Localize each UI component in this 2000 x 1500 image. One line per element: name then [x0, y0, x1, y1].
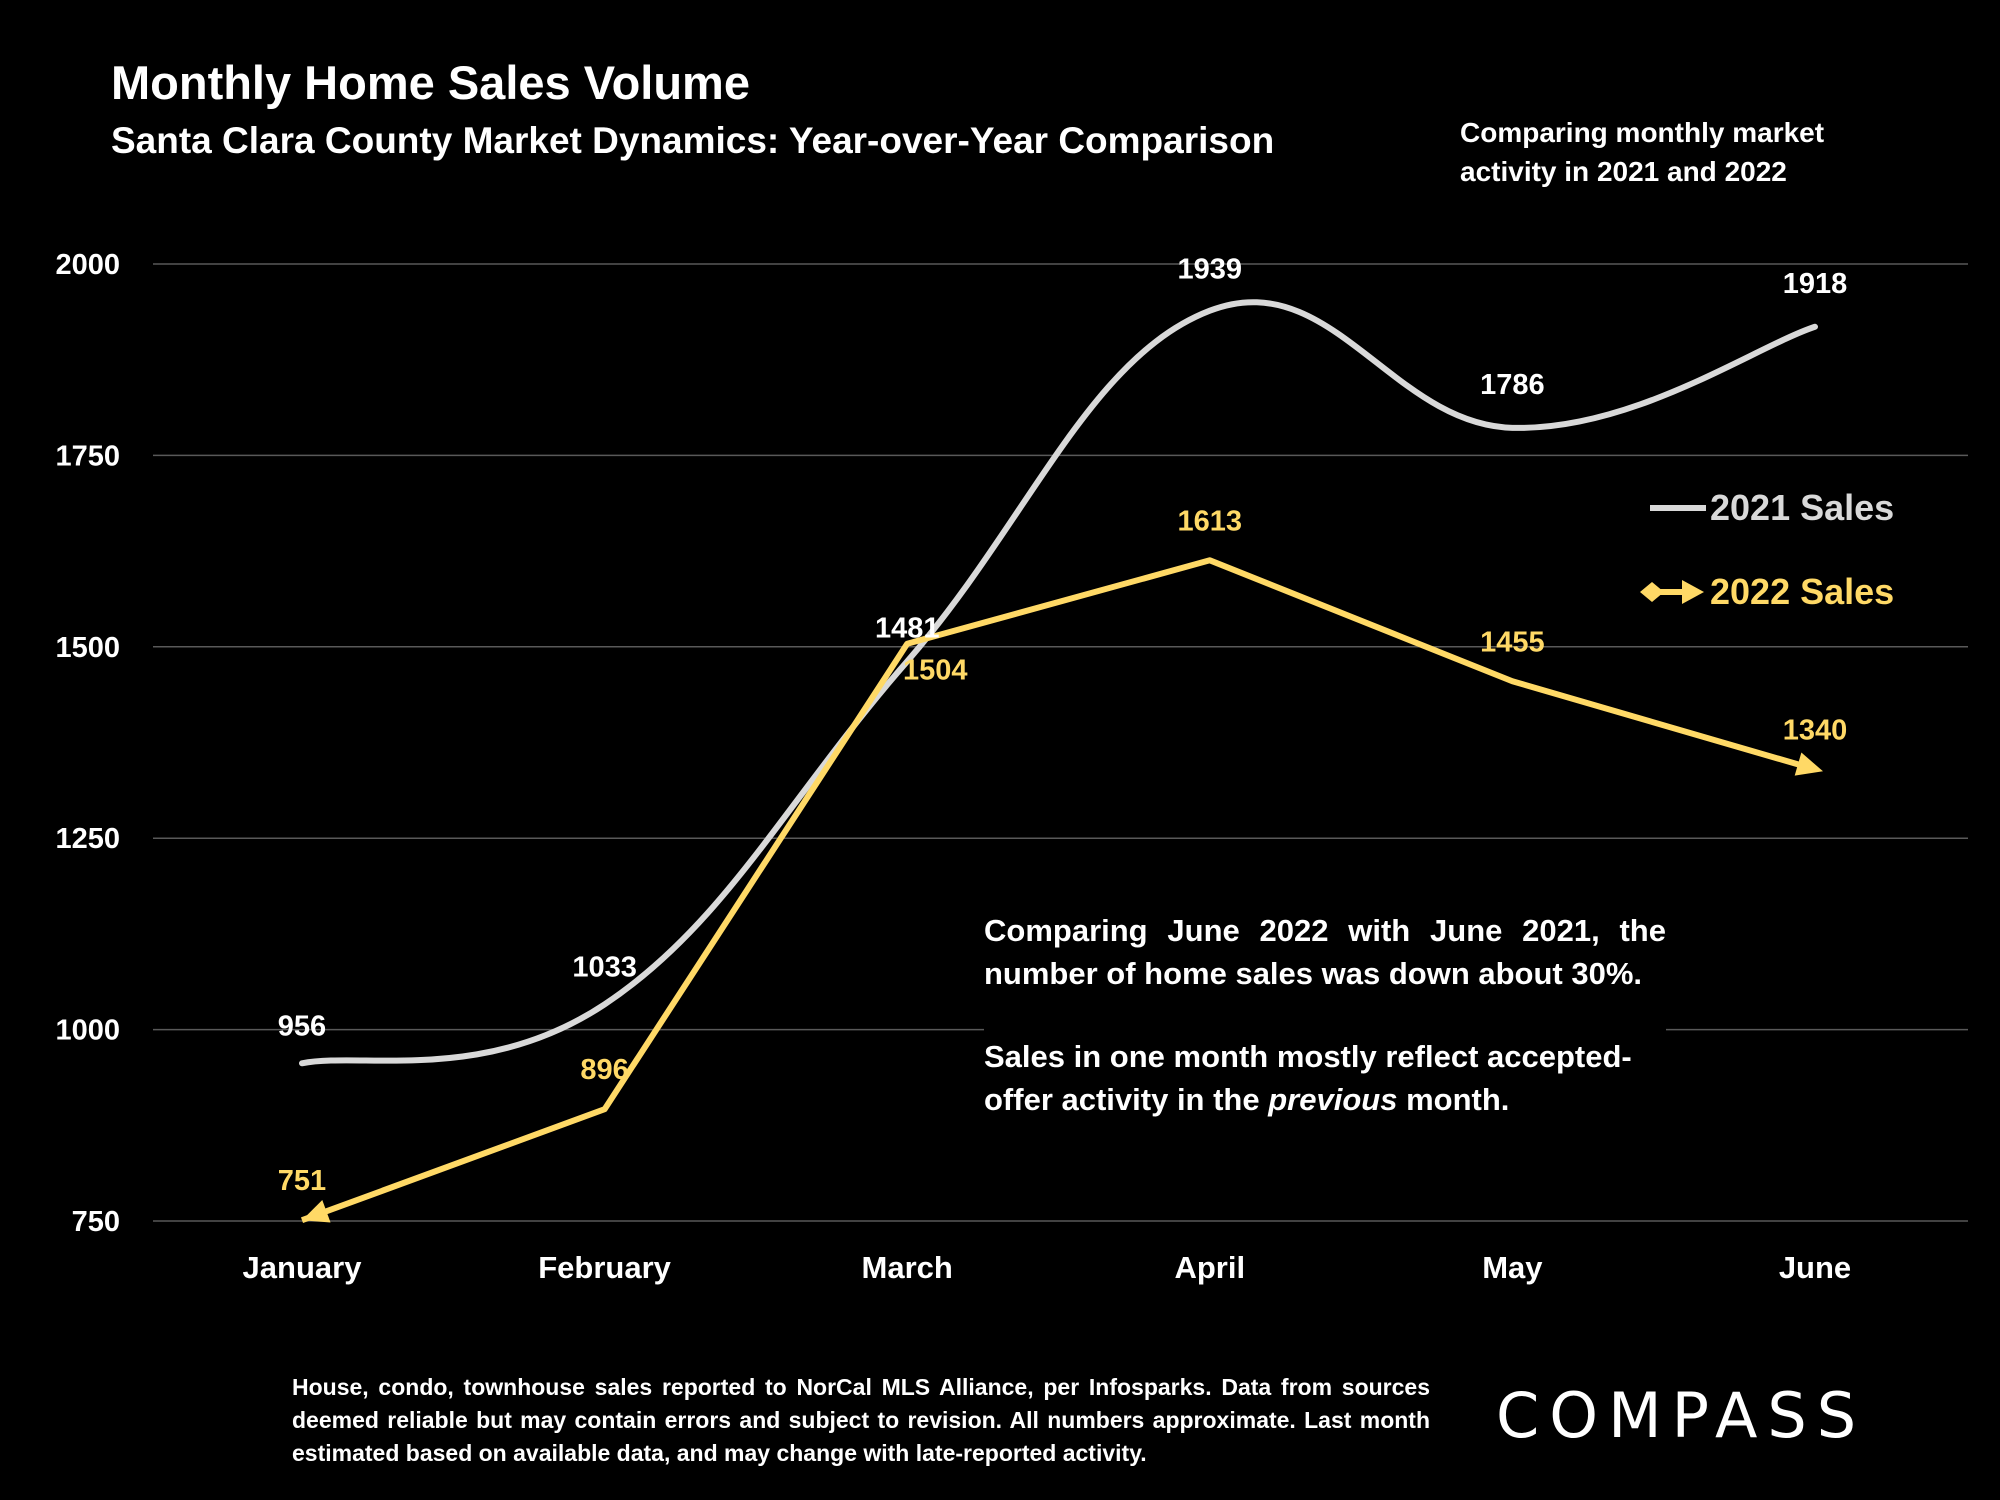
legend-marker-start-2022 [1640, 582, 1664, 602]
data-label-2022: 1504 [903, 655, 968, 687]
annotation-text-2-start: Sales in one month mostly reflect accept… [984, 1039, 1632, 1117]
x-tick-label: May [1482, 1250, 1543, 1285]
y-tick-label: 2000 [55, 249, 120, 281]
data-label-2022: 1455 [1480, 626, 1545, 658]
x-tick-label: June [1779, 1250, 1851, 1285]
series-arrow-start-2022 [302, 1200, 331, 1223]
y-tick-label: 1250 [55, 823, 120, 855]
x-tick-label: April [1174, 1250, 1245, 1285]
x-tick-label: January [243, 1250, 363, 1285]
annotation-text-2-end: month. [1397, 1082, 1510, 1117]
data-label-2021: 1786 [1480, 369, 1545, 401]
series-line-2022 [300, 557, 1816, 1224]
chart-subtitle: Santa Clara County Market Dynamics: Year… [111, 120, 1275, 161]
legend-marker-end-2022 [1682, 580, 1704, 604]
data-label-2021: 1033 [572, 951, 637, 983]
data-label-2021: 1918 [1783, 268, 1848, 300]
annotation-box: Comparing June 2022 with June 2021, the … [984, 905, 1666, 1125]
annotation-text-2-italic: previous [1268, 1082, 1398, 1117]
compass-logo: COMPASS [1496, 1379, 1866, 1452]
annotation-text-1: Comparing June 2022 with June 2021, the … [984, 913, 1666, 991]
side-note: Comparing monthly market activity in 202… [1460, 117, 1825, 187]
x-tick-label: February [538, 1250, 671, 1285]
x-tick-label: March [862, 1250, 953, 1285]
annotation-text-2: Sales in one month mostly reflect accept… [984, 1035, 1666, 1121]
data-label-2021: 956 [278, 1010, 326, 1042]
data-label-2021: 1939 [1178, 254, 1243, 286]
y-tick-label: 1750 [55, 440, 120, 472]
y-tick-label: 1000 [55, 1015, 120, 1047]
source-footnote: House, condo, townhouse sales reported t… [292, 1374, 1430, 1466]
data-label-2022: 751 [278, 1165, 326, 1197]
series-line-2021 [299, 299, 1818, 1067]
data-label-2021: 1481 [875, 612, 940, 644]
y-tick-label: 750 [72, 1206, 120, 1238]
data-label-2022: 896 [580, 1054, 628, 1086]
y-tick-label: 1500 [55, 632, 120, 664]
data-label-2022: 1613 [1178, 505, 1243, 537]
chart-title: Monthly Home Sales Volume [111, 56, 750, 109]
series-arrow-end-2022 [1794, 752, 1823, 776]
legend-label-2022: 2022 Sales [1710, 571, 1894, 612]
logo-text: COMPASS [1496, 1378, 1867, 1452]
legend-label-2021: 2021 Sales [1710, 487, 1894, 528]
data-label-2022: 1340 [1783, 714, 1848, 746]
